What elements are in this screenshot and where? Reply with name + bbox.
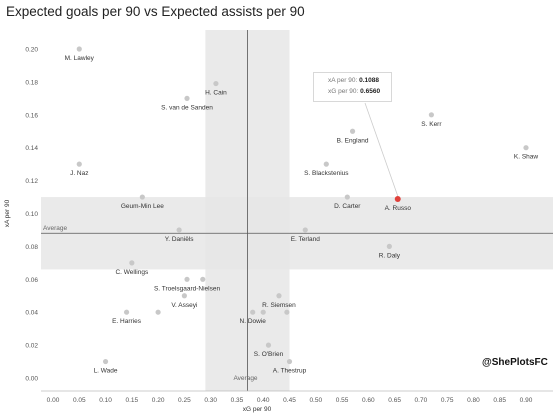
point-labels: M. Lawley H. Cain S. van de Sanden S. Kerr B…	[65, 55, 539, 375]
x-tick-label: 0.70	[415, 397, 428, 404]
data-point	[129, 260, 135, 266]
chart-title: Expected goals per 90 vs Expected assist…	[6, 4, 305, 19]
average-bands: Average Average	[41, 30, 553, 391]
x-tick-label: 0.25	[178, 397, 191, 404]
point-label: S. O'Brien	[254, 351, 284, 358]
point-label: S. Troelsgaard-Nielsen	[154, 285, 220, 292]
point-label: A. Russo	[385, 205, 412, 212]
y-tick-label: 0.08	[25, 244, 38, 251]
x-tick-label: 0.40	[257, 397, 270, 404]
x-tick-label: 0.20	[152, 397, 165, 404]
axes: 0.00 0.05 0.10 0.15 0.20 0.25 0.30 0.35 0.40 0.45…	[4, 47, 553, 413]
point-label: A. Thestrup	[273, 368, 307, 375]
point-label: C. Wellings	[115, 269, 149, 276]
data-point	[286, 358, 293, 365]
point-label: M. Lawley	[65, 55, 95, 62]
point-label: E. Harries	[112, 318, 142, 325]
data-point	[184, 95, 190, 101]
tooltip-xa-label: xA per 90:	[328, 77, 358, 84]
point-label: D. Carter	[334, 203, 361, 210]
data-point	[302, 227, 308, 233]
x-average-label: Average	[233, 375, 257, 382]
data-point	[102, 358, 109, 365]
y-tick-label: 0.02	[25, 343, 38, 350]
y-tick-label: 0.06	[25, 277, 38, 284]
point-label: H. Cain	[205, 90, 227, 97]
x-tick-label: 0.05	[73, 397, 86, 404]
y-tick-label: 0.12	[25, 178, 38, 185]
tooltip-xg-value: 0.6560	[360, 88, 381, 95]
data-point	[176, 227, 182, 233]
x-tick-label: 0.30	[204, 397, 217, 404]
data-point	[349, 128, 356, 134]
point-label: S. van de Sanden	[161, 104, 213, 111]
data-point	[155, 309, 161, 315]
data-point	[250, 309, 256, 315]
tooltip-xg-label: xG per 90:	[328, 88, 359, 95]
data-point	[523, 145, 529, 151]
data-point	[265, 342, 272, 348]
x-tick-label: 0.80	[467, 397, 480, 404]
data-point	[344, 194, 350, 200]
highlighted-point	[394, 196, 401, 203]
y-tick-label: 0.18	[25, 79, 38, 86]
data-point	[428, 112, 434, 118]
data-point	[276, 293, 282, 299]
point-label: S. Kerr	[421, 121, 442, 128]
data-point	[139, 194, 145, 200]
x-tick-label: 0.65	[388, 397, 401, 404]
x-tick-label: 0.45	[283, 397, 296, 404]
y-tick-label: 0.00	[25, 376, 38, 383]
x-tick-label: 0.85	[493, 397, 506, 404]
y-tick-label: 0.10	[25, 211, 38, 218]
tooltip-leader-line	[364, 102, 399, 197]
data-point	[76, 161, 82, 167]
x-axis-title: xG per 90	[243, 406, 272, 413]
tooltip-xa-value: 0.1088	[359, 77, 379, 84]
watermark: @ShePlotsFC	[482, 357, 548, 368]
data-point	[260, 309, 266, 315]
point-label: L. Wade	[94, 368, 118, 375]
point-label: N. Dowie	[240, 318, 267, 325]
point-label: V. Asseyi	[171, 302, 197, 309]
x-tick-label: 0.50	[309, 397, 322, 404]
y-axis-title: xA per 90	[4, 199, 11, 227]
x-tick-label: 0.60	[362, 397, 375, 404]
point-label: E. Terland	[291, 236, 321, 243]
data-point	[181, 293, 187, 299]
y-tick-label: 0.04	[25, 310, 38, 317]
x-tick-label: 0.00	[47, 397, 60, 404]
x-tick-label: 0.15	[126, 397, 139, 404]
data-points	[76, 46, 529, 365]
data-point	[200, 276, 206, 282]
x-tick-label: 0.55	[336, 397, 349, 404]
point-label: S. Blackstenius	[304, 170, 349, 177]
point-label: J. Naz	[70, 170, 88, 177]
point-label: R. Daly	[379, 252, 401, 259]
x-tick-label: 0.35	[231, 397, 244, 404]
data-point	[184, 276, 190, 282]
point-label: K. Shaw	[514, 154, 539, 161]
data-point	[323, 161, 329, 167]
point-label: Geum-Min Lee	[121, 203, 164, 210]
data-point	[386, 243, 392, 249]
data-point	[284, 309, 290, 315]
x-tick-label: 0.75	[441, 397, 454, 404]
x-tick-label: 0.90	[520, 397, 533, 404]
point-label: R. Siemsen	[262, 302, 296, 309]
data-point	[76, 46, 82, 52]
data-point	[123, 309, 130, 315]
point-label: Y. Daniëls	[165, 236, 195, 243]
y-tick-label: 0.14	[25, 145, 38, 152]
y-tick-label: 0.16	[25, 112, 38, 119]
data-point	[213, 80, 219, 87]
x-tick-label: 0.10	[99, 397, 112, 404]
y-average-label: Average	[43, 225, 67, 232]
tooltip: xA per 90: 0.1088 xG per 90: 0.6560	[313, 72, 392, 102]
point-label: B. England	[337, 137, 369, 144]
y-tick-label: 0.20	[25, 47, 38, 54]
